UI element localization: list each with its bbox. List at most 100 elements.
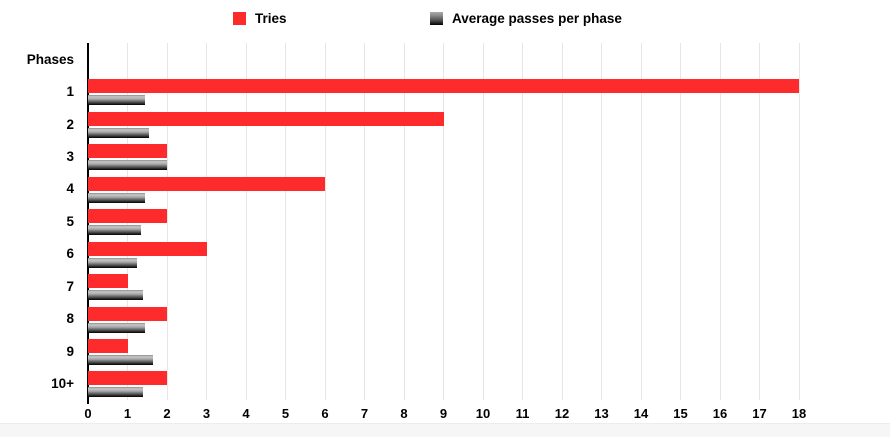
tries-bar (88, 274, 128, 289)
y-axis-line (87, 43, 89, 404)
bar-group (88, 108, 890, 140)
gridline (285, 43, 286, 400)
average-passes-swatch-icon (430, 12, 443, 25)
x-tick-label: 12 (554, 406, 570, 421)
bar-group (88, 270, 890, 302)
x-tick-label: 5 (281, 406, 290, 421)
tries-bar (88, 241, 207, 256)
gridline (166, 43, 168, 400)
gridline (561, 43, 563, 400)
x-tick-label: 4 (242, 406, 250, 421)
gridline (403, 43, 405, 400)
chart-row: 5 (0, 205, 890, 237)
gridline (206, 43, 207, 400)
x-tick-label: 8 (400, 406, 408, 421)
legend-label-average-passes: Average passes per phase (452, 11, 622, 26)
plot-area: Phases 1 2 3 4 5 6 7 8 9 10+ (0, 43, 890, 404)
bar-group (88, 173, 890, 205)
gridline (324, 43, 326, 400)
tries-bar (88, 111, 444, 126)
bar-group (88, 238, 890, 270)
x-tick-label: 13 (594, 406, 609, 421)
average-passes-bar (88, 387, 144, 398)
x-tick-label: 9 (439, 406, 448, 421)
row-label: 7 (66, 278, 74, 294)
row-label: 9 (66, 343, 74, 359)
gridline (364, 43, 365, 400)
chart-row: 4 (0, 173, 890, 205)
x-axis-tick-labels: 0 1 2 3 4 5 6 7 8 9 10 11 12 13 14 15 16 17 18 (84, 406, 848, 422)
tries-bar (88, 371, 167, 386)
x-tick-label: 1 (123, 406, 132, 421)
x-tick-label: 10 (475, 406, 491, 421)
gridlines (88, 43, 800, 400)
x-tick-label: 14 (633, 406, 649, 421)
bar-group (88, 205, 890, 237)
x-tick-label: 6 (321, 406, 329, 421)
average-passes-bar (88, 160, 167, 171)
x-tick-label: 11 (515, 406, 530, 421)
chart-row: 10+ (0, 367, 890, 399)
x-tick-label: 2 (163, 406, 171, 421)
gridline (759, 43, 760, 400)
gridline (798, 43, 800, 400)
tries-bar (88, 209, 167, 224)
gridline (522, 43, 523, 400)
gridline (719, 43, 721, 400)
bar-group (88, 75, 890, 107)
row-label: 2 (66, 116, 74, 132)
chart-row: 9 (0, 335, 890, 367)
legend-item-tries: Tries (233, 11, 287, 26)
bar-group (88, 140, 890, 172)
chart-row: 8 (0, 303, 890, 335)
tries-swatch-icon (233, 12, 246, 25)
chart-row: 6 (0, 238, 890, 270)
tries-bar (88, 306, 167, 321)
x-tick-label: 15 (673, 406, 688, 421)
chart-row: 7 (0, 270, 890, 302)
chart-row-header: Phases (0, 43, 890, 75)
gridline (443, 43, 444, 400)
tries-bar (88, 79, 799, 94)
average-passes-bar (88, 95, 146, 106)
row-label: 4 (66, 181, 74, 197)
x-tick-label: 3 (202, 406, 211, 421)
x-tick-label: 18 (791, 406, 807, 421)
gridline (680, 43, 681, 400)
row-label: 8 (66, 311, 74, 327)
tries-bar (88, 338, 128, 353)
average-passes-bar (88, 257, 138, 268)
bar-group (88, 335, 890, 367)
row-label: 6 (66, 246, 74, 262)
row-label: 3 (66, 149, 74, 165)
tries-bar (88, 176, 325, 191)
x-tick-label: 17 (752, 406, 767, 421)
rows: Phases 1 2 3 4 5 6 7 8 9 10+ (0, 43, 890, 400)
average-passes-bar (88, 192, 146, 203)
tries-bar (88, 144, 167, 159)
row-label: 10+ (51, 376, 74, 392)
average-passes-bar (88, 354, 154, 365)
bar-group-empty (88, 43, 890, 75)
row-label: 1 (66, 84, 74, 100)
x-tick-label: 7 (360, 406, 369, 421)
bar-group (88, 367, 890, 399)
bottom-strip (0, 423, 890, 437)
legend-item-average-passes: Average passes per phase (430, 11, 622, 26)
average-passes-bar (88, 127, 150, 138)
bar-group (88, 303, 890, 335)
y-axis-title: Phases (26, 51, 74, 67)
average-passes-bar (88, 290, 144, 301)
gridline (245, 43, 247, 400)
x-tick-label: 16 (712, 406, 728, 421)
gridline (601, 43, 602, 400)
average-passes-bar (88, 225, 142, 236)
gridline (640, 43, 642, 400)
chart-row: 1 (0, 75, 890, 107)
gridline (482, 43, 484, 400)
legend-label-tries: Tries (255, 11, 287, 26)
row-label: 5 (66, 213, 74, 229)
x-tick-label: 0 (84, 406, 92, 421)
chart-row: 3 (0, 140, 890, 172)
